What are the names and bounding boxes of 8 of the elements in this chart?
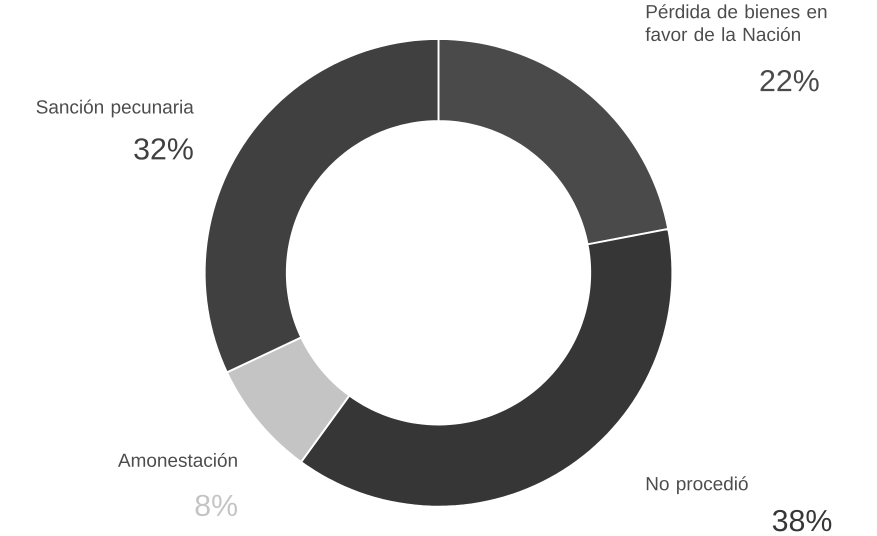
slice-label: Pérdida de bienes en favor de la Nación	[646, 4, 826, 42]
data-label: 38%	[772, 510, 832, 532]
data-label: 22%	[760, 70, 819, 92]
slice-label: Amonestación	[118, 453, 237, 468]
data-label: 32%	[134, 138, 193, 160]
slice-label: Sanción pecunaria	[36, 100, 194, 118]
slice-label: No procedió	[646, 476, 748, 494]
data-label: 8%	[196, 494, 238, 516]
